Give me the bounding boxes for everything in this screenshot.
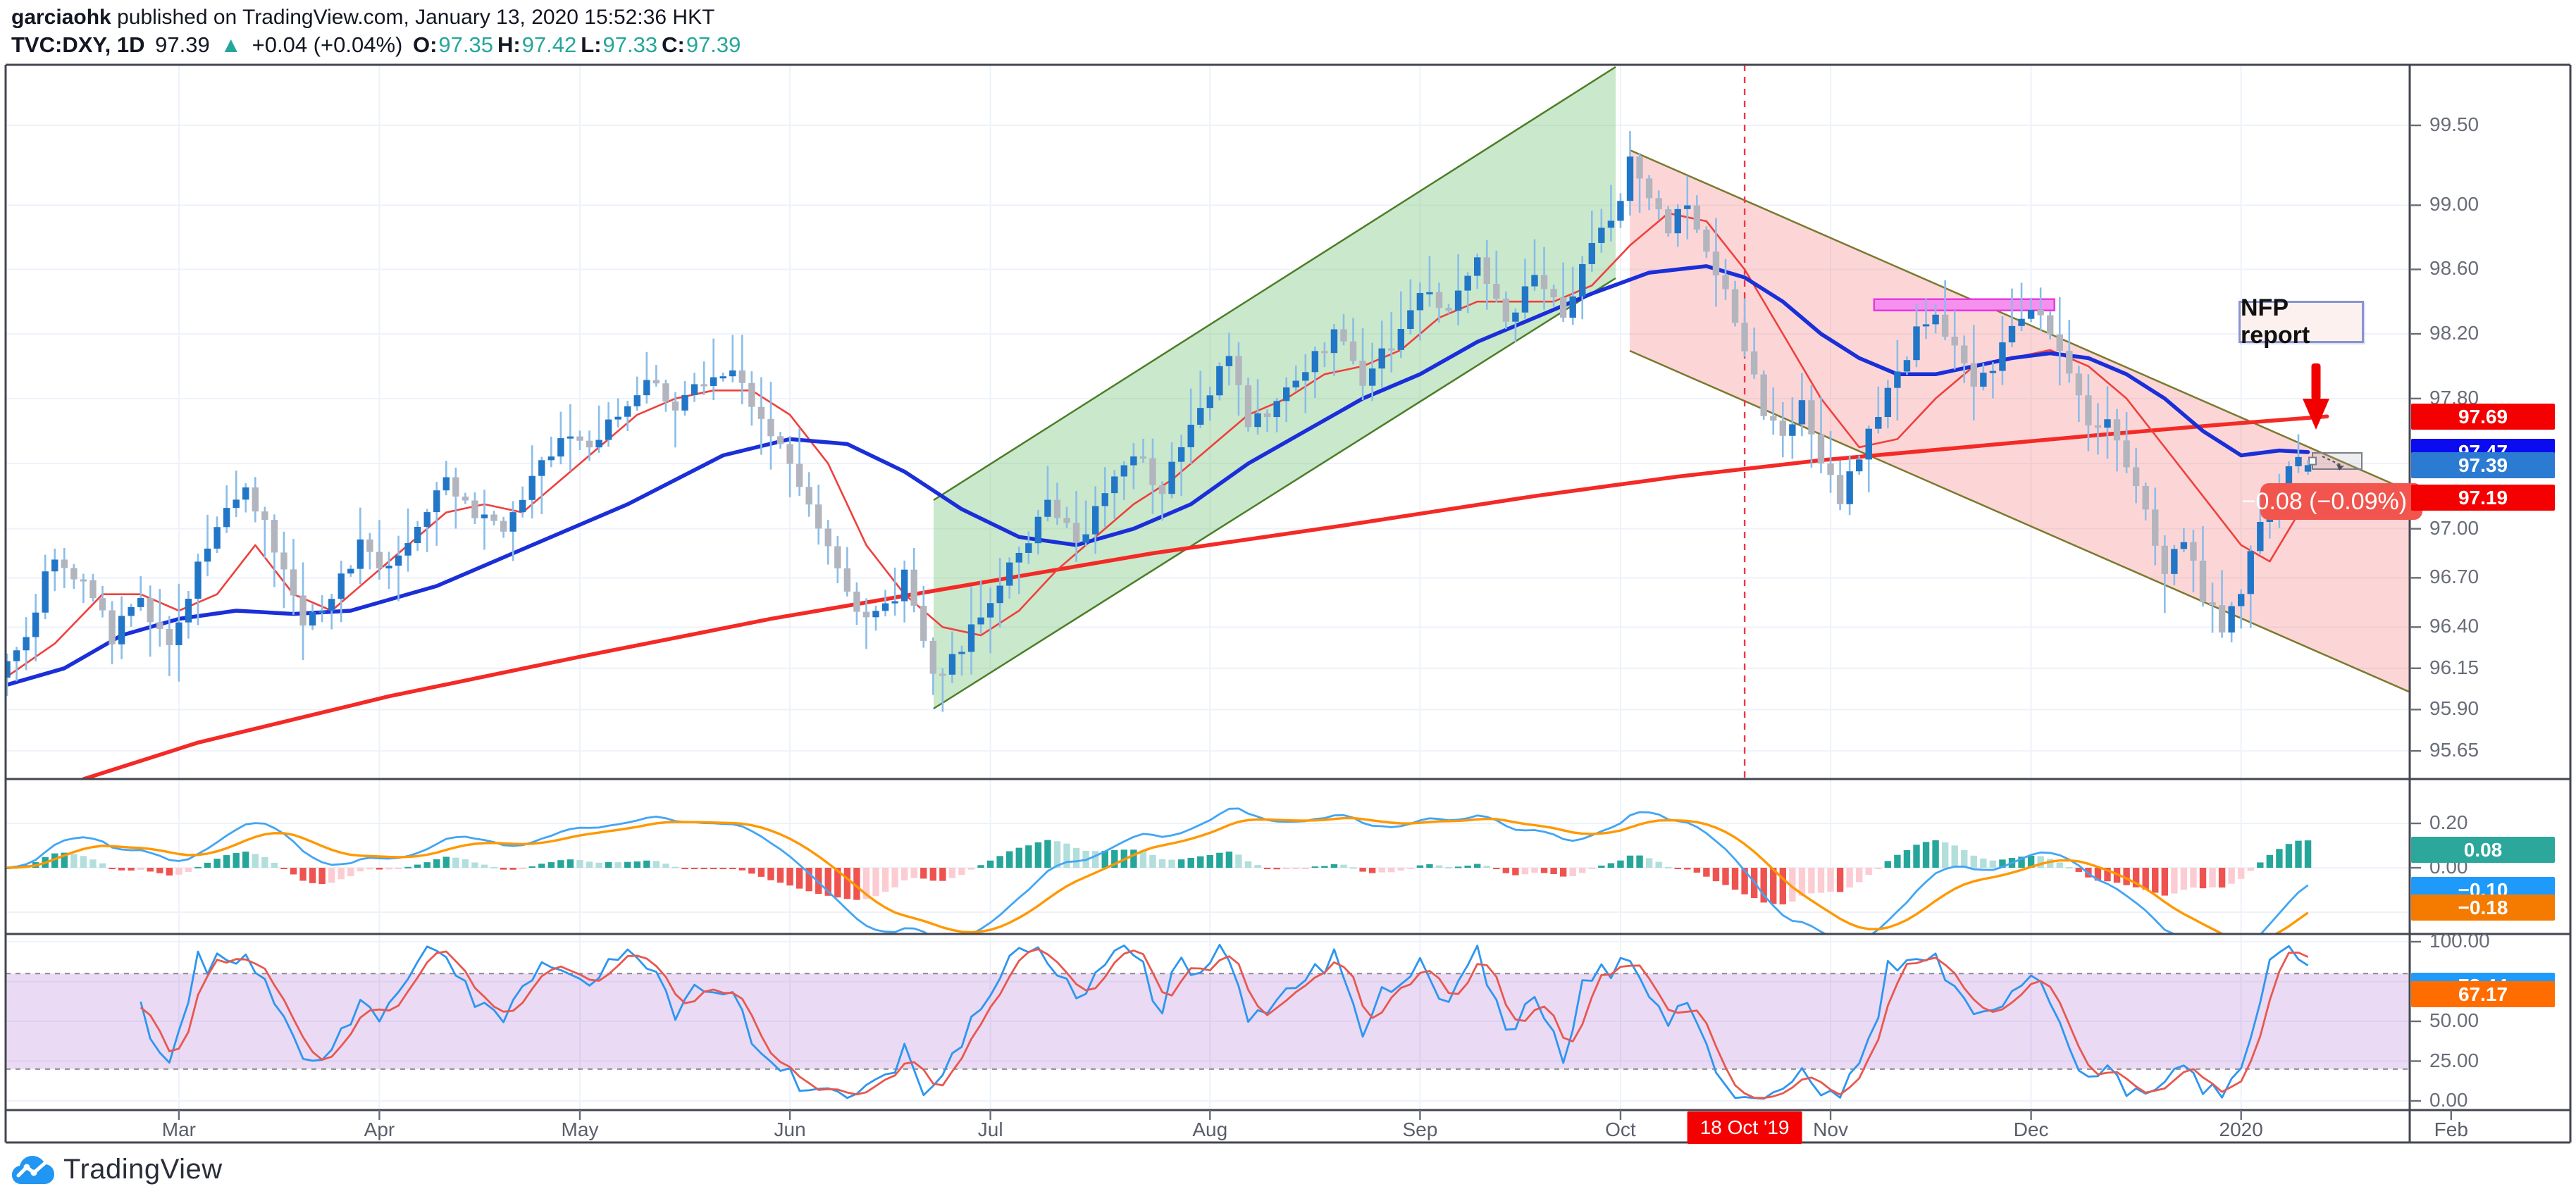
price-axis-label: 95.65 — [2429, 739, 2479, 761]
tradingview-logo[interactable]: TradingView — [11, 1154, 223, 1185]
time-axis-label: 2020 — [2219, 1119, 2263, 1140]
ohlc-value: 97.35 — [438, 32, 493, 57]
macd-axis-label: 0.20 — [2429, 811, 2468, 833]
stoch-axis-label: 50.00 — [2429, 1009, 2479, 1031]
published-text: published on TradingView.com, January 13… — [111, 6, 715, 29]
price-change: +0.04 (+0.04%) — [252, 32, 403, 57]
price-axis-badge: 97.69 — [2411, 403, 2555, 430]
time-axis-label: Jun — [774, 1119, 806, 1140]
time-axis-label: Oct — [1605, 1119, 1636, 1140]
symbol-status-line: TVC:DXY, 1D 97.39 ▲ +0.04 (+0.04%) O:97.… — [11, 32, 749, 58]
ohlc-value: 97.39 — [686, 32, 741, 57]
nfp-report-text: NFP report — [2241, 294, 2310, 349]
price-axis-label: 99.50 — [2429, 113, 2479, 135]
time-axis-label: Feb — [2434, 1119, 2468, 1140]
price-axis-label: 98.20 — [2429, 321, 2479, 344]
price-range-tooltip[interactable]: −0.08 (−0.09%) −8 — [2242, 483, 2441, 520]
ohlc-label: H: — [497, 32, 521, 57]
price-axis-label: 96.15 — [2429, 656, 2479, 678]
ohlc-label: C: — [662, 32, 685, 57]
price-axis-label: 95.90 — [2429, 697, 2479, 720]
publisher-username: garciaohk — [11, 6, 111, 29]
macd-axis-badge: −0.18 — [2411, 895, 2555, 921]
publish-byline: garciaohk published on TradingView.com, … — [11, 6, 714, 30]
price-range-tooltip-text: −0.08 (−0.09%) −8 — [2241, 487, 2441, 515]
price-axis-label: 99.00 — [2429, 193, 2479, 216]
price-axis-label: 96.70 — [2429, 566, 2479, 588]
last-price: 97.39 — [155, 32, 210, 57]
time-axis-label: May — [561, 1119, 599, 1140]
time-axis-label: Dec — [2013, 1119, 2049, 1140]
tradingview-cloud-icon — [12, 1155, 54, 1184]
ohlc-label: L: — [581, 32, 602, 57]
time-axis-label: Apr — [364, 1119, 395, 1140]
ohlc-value: 97.33 — [602, 32, 658, 57]
stoch-axis-label: 0.00 — [2429, 1089, 2468, 1111]
price-axis-badge: 97.19 — [2411, 485, 2555, 511]
ohlc-label: O: — [412, 32, 438, 57]
time-axis-label: Nov — [1813, 1119, 1848, 1140]
nfp-report-note[interactable]: NFP report — [2238, 294, 2364, 349]
ohlc-values: O:97.35 H:97.42 L:97.33 C:97.39 — [413, 32, 745, 57]
price-axis-label: 97.00 — [2429, 516, 2479, 539]
time-axis-label: Sep — [1402, 1119, 1438, 1140]
event-date-badge[interactable]: 18 Oct '19 — [1687, 1111, 1802, 1144]
time-axis-label: Aug — [1192, 1119, 1228, 1140]
tradingview-wordmark: TradingView — [63, 1154, 223, 1185]
stoch-axis-badge: 67.17 — [2411, 980, 2555, 1007]
stoch-axis-label: 25.00 — [2429, 1049, 2479, 1071]
macd-axis-badge: 0.08 — [2411, 837, 2555, 864]
time-axis-label: Jul — [977, 1119, 1003, 1140]
time-axis-label: Mar — [161, 1119, 197, 1140]
price-axis-label: 96.40 — [2429, 615, 2479, 637]
price-axis-badge: 97.39 — [2411, 451, 2555, 478]
up-triangle-icon: ▲ — [220, 32, 242, 57]
stoch-axis-label: 100.00 — [2429, 930, 2490, 952]
price-axis-label: 98.60 — [2429, 257, 2479, 280]
symbol-and-interval[interactable]: TVC:DXY, 1D — [11, 32, 145, 57]
ohlc-value: 97.42 — [521, 32, 577, 57]
